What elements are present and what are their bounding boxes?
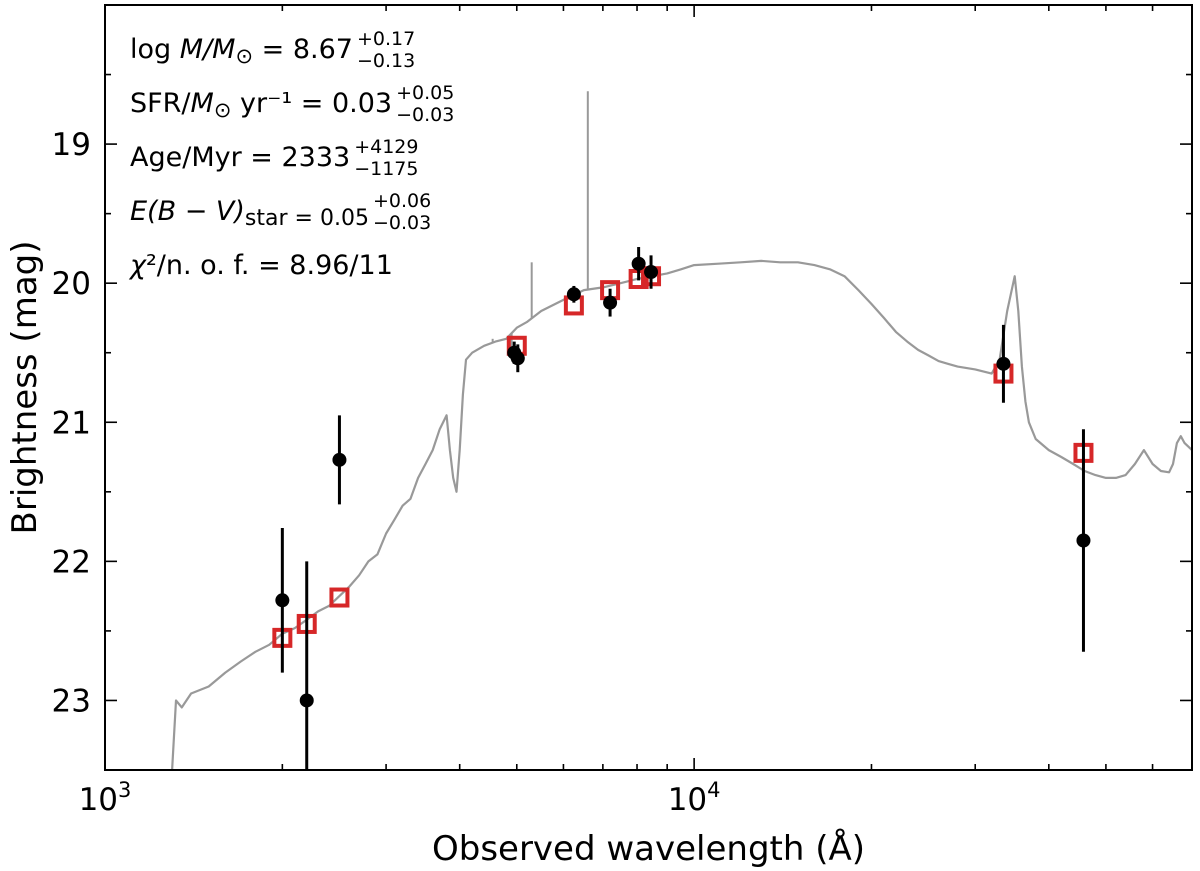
observed-point: [332, 452, 347, 467]
observed-point: [566, 287, 581, 302]
fit-annotation: Age/Myr = 2333: [130, 142, 350, 173]
y-tick-label: 19: [52, 127, 91, 163]
annotation-lower-error: −0.13: [357, 50, 415, 72]
plot-frame: [104, 4, 1193, 771]
model-photometry-square: [329, 587, 350, 608]
y-tick-label: 20: [52, 266, 91, 302]
observed-point: [603, 295, 618, 310]
observed-point: [1076, 533, 1091, 548]
photometry-points: [272, 247, 1094, 770]
annotation-upper-error: +0.05: [396, 82, 454, 104]
annotation-upper-error: +0.17: [357, 28, 415, 50]
tick-marks: [104, 4, 1193, 771]
annotation-upper-error: +4129: [354, 136, 418, 158]
fit-annotation: log M/M⊙ = 8.67: [130, 34, 353, 68]
x-tick-label: 103: [79, 778, 132, 818]
x-axis-label: Observed wavelength (Å): [432, 828, 865, 869]
y-tick-label: 22: [52, 544, 91, 580]
y-tick-label: 21: [52, 405, 91, 441]
fit-annotations: log M/M⊙ = 8.67 +0.17−0.13 SFR/M⊙ yr⁻¹ = 0…: [128, 28, 454, 281]
fit-annotation: χ²/n. o. f. = 8.96/11: [128, 250, 393, 281]
model-spectrum: [171, 91, 1193, 771]
tick-labels: 19 20 21 22 23 103 104: [52, 127, 721, 818]
annotation-upper-error: +0.06: [373, 190, 431, 212]
spectrum-line: [171, 259, 1193, 771]
fit-annotation: SFR/M⊙ yr⁻¹ = 0.03: [130, 88, 392, 122]
observed-point: [510, 351, 525, 366]
annotation-lower-error: −0.03: [373, 212, 431, 234]
x-tick-label: 104: [668, 778, 721, 818]
y-tick-label: 23: [52, 683, 91, 719]
observed-point: [996, 356, 1011, 371]
annotation-lower-error: −0.03: [396, 104, 454, 126]
y-axis-label: Brightness (mag): [5, 241, 45, 535]
observed-point: [299, 693, 314, 708]
observed-point: [644, 265, 659, 280]
fit-annotation: E(B − V)star = 0.05: [130, 196, 369, 231]
annotation-lower-error: −1175: [354, 158, 418, 180]
observed-point: [275, 593, 290, 608]
observed-point: [631, 256, 646, 271]
